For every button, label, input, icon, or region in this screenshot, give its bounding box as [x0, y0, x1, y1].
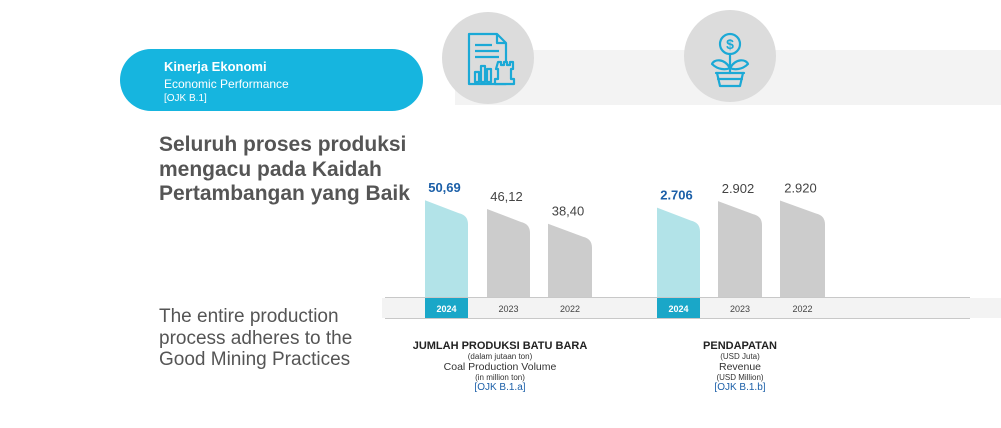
bar [425, 200, 468, 297]
data-label: 46,12 [490, 189, 523, 204]
year-tab-highlight [425, 298, 468, 318]
section-subtitle: Economic Performance [164, 77, 289, 91]
data-label: 38,40 [552, 204, 585, 219]
caption-title: JUMLAH PRODUKSI BATU BARA [412, 340, 588, 352]
report-chart-icon [442, 12, 534, 104]
tick-label: 2023 [498, 304, 518, 314]
tick-label: 2023 [730, 304, 750, 314]
bar [548, 223, 592, 297]
caption-ref: [OJK B.1.b] [714, 382, 766, 393]
tick-label: 2024 [668, 304, 688, 314]
bar [657, 207, 700, 297]
money-plant-icon: $ [684, 10, 776, 102]
tick-label: 2022 [560, 304, 580, 314]
bar [780, 200, 825, 297]
caption-unit-en: (USD Million) [716, 373, 764, 382]
year-tab-highlight [657, 298, 700, 318]
bar [487, 208, 530, 297]
headline-indonesian: Seluruh proses produksi mengacu pada Kai… [159, 133, 410, 205]
tick-label: 2024 [436, 304, 456, 314]
section-title: Kinerja Ekonomi [164, 59, 267, 74]
bar [718, 201, 762, 297]
headline-english: The entire production process adheres to… [159, 306, 353, 370]
data-label: 2.920 [784, 180, 817, 195]
chart-caption-production: JUMLAH PRODUKSI BATU BARA (dalam jutaan … [400, 340, 600, 393]
caption-unit-en: (in million ton) [475, 373, 525, 382]
tick-label: 2022 [792, 304, 812, 314]
data-label: 50,69 [428, 180, 461, 195]
caption-title-en: Coal Production Volume [443, 361, 557, 373]
section-ref: [OJK B.1] [164, 93, 207, 104]
data-label: 2.706 [660, 188, 693, 203]
caption-title-en: Revenue [718, 361, 762, 373]
svg-text:$: $ [726, 36, 734, 52]
caption-title: PENDAPATAN [703, 340, 777, 352]
section-badge: Kinerja Ekonomi Economic Performance [OJ… [120, 49, 423, 111]
caption-ref: [OJK B.1.a] [474, 382, 526, 393]
caption-unit-id: (dalam jutaan ton) [467, 352, 533, 361]
data-label: 2.902 [722, 181, 755, 196]
caption-unit-id: (USD Juta) [720, 352, 760, 361]
chart-caption-revenue: PENDAPATAN (USD Juta) Revenue (USD Milli… [640, 340, 840, 393]
